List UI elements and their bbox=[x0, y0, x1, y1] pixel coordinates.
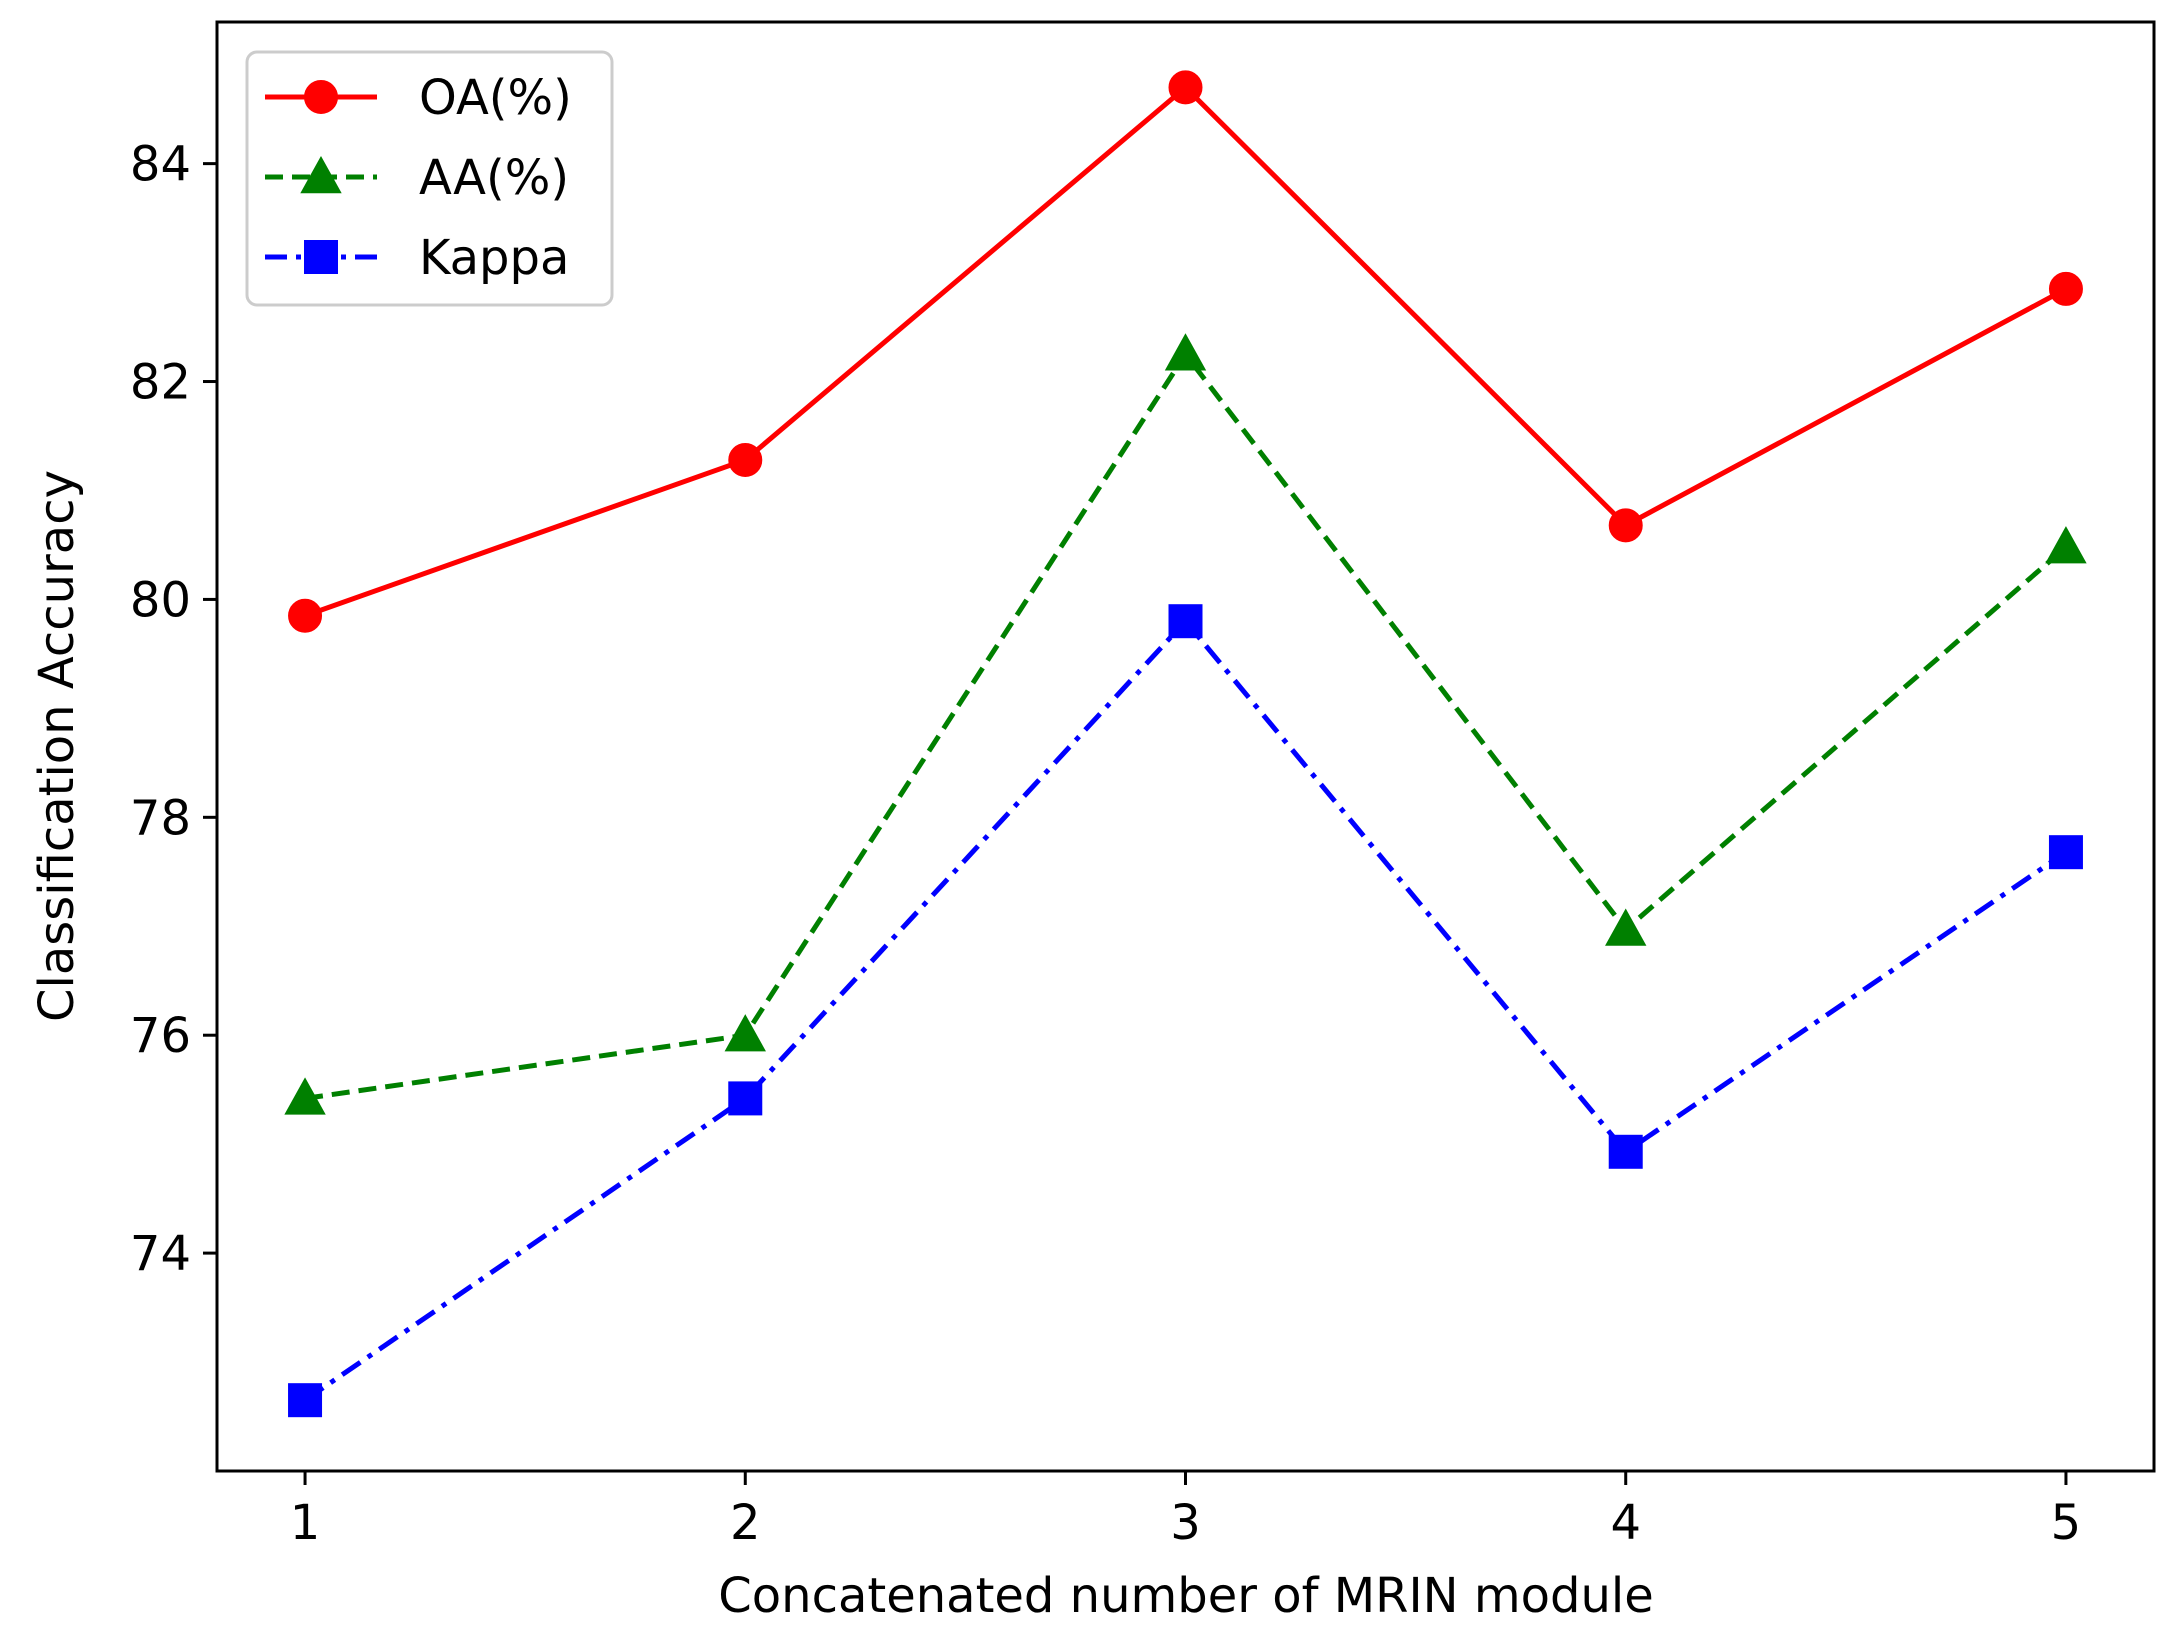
x-tick-label: 4 bbox=[1610, 1495, 1641, 1551]
data-point bbox=[1608, 508, 1643, 543]
legend-marker bbox=[304, 80, 338, 114]
data-point bbox=[288, 1383, 323, 1418]
legend-box bbox=[245, 50, 614, 307]
data-point bbox=[2048, 835, 2083, 870]
series-line bbox=[304, 349, 2068, 1101]
data-point bbox=[2045, 526, 2087, 564]
series-layer bbox=[284, 70, 2087, 1418]
legend-item: AA(%) bbox=[265, 150, 569, 206]
x-axis-ticks: 1 2 3 4 5 bbox=[290, 1471, 2081, 1551]
y-axis-label: Classification Accuracy bbox=[29, 470, 85, 1022]
y-tick-label: 78 bbox=[130, 790, 191, 846]
y-tick-label: 82 bbox=[130, 355, 191, 411]
data-point bbox=[2048, 271, 2083, 306]
legend-label: Kappa bbox=[419, 230, 569, 286]
data-point bbox=[1605, 908, 1647, 946]
x-tick-label: 5 bbox=[2051, 1495, 2082, 1551]
y-tick-label: 74 bbox=[130, 1226, 191, 1282]
data-point bbox=[1608, 1134, 1643, 1169]
y-axis-ticks: 74 76 78 80 82 84 bbox=[130, 137, 217, 1282]
legend-label: AA(%) bbox=[419, 150, 569, 206]
data-point bbox=[288, 598, 323, 633]
x-axis-label: Concatenated number of MRIN module bbox=[718, 1568, 1653, 1624]
data-point bbox=[284, 1077, 326, 1115]
data-point bbox=[728, 1081, 763, 1116]
series-oa bbox=[288, 70, 2083, 633]
series-aa bbox=[284, 333, 2087, 1115]
x-tick-label: 3 bbox=[1170, 1495, 1201, 1551]
legend-marker bbox=[304, 240, 338, 274]
legend-marker bbox=[300, 155, 342, 194]
y-tick-label: 80 bbox=[130, 572, 191, 628]
data-point bbox=[1164, 333, 1207, 371]
legend-label: OA(%) bbox=[419, 70, 572, 126]
data-point bbox=[728, 442, 763, 477]
legend: OA(%) AA(%) Kappa bbox=[245, 50, 614, 307]
legend-item: Kappa bbox=[265, 230, 569, 286]
data-point bbox=[1168, 70, 1203, 105]
legend-items: OA(%) AA(%) Kappa bbox=[265, 70, 572, 286]
x-tick-label: 2 bbox=[730, 1495, 761, 1551]
legend-item: OA(%) bbox=[265, 70, 572, 126]
y-tick-label: 84 bbox=[130, 137, 191, 193]
series-line bbox=[303, 617, 2068, 1403]
data-point bbox=[724, 1014, 766, 1052]
x-tick-label: 1 bbox=[290, 1495, 321, 1551]
y-tick-label: 76 bbox=[130, 1008, 191, 1064]
data-point bbox=[1168, 604, 1203, 639]
series-kappa bbox=[288, 604, 2083, 1418]
